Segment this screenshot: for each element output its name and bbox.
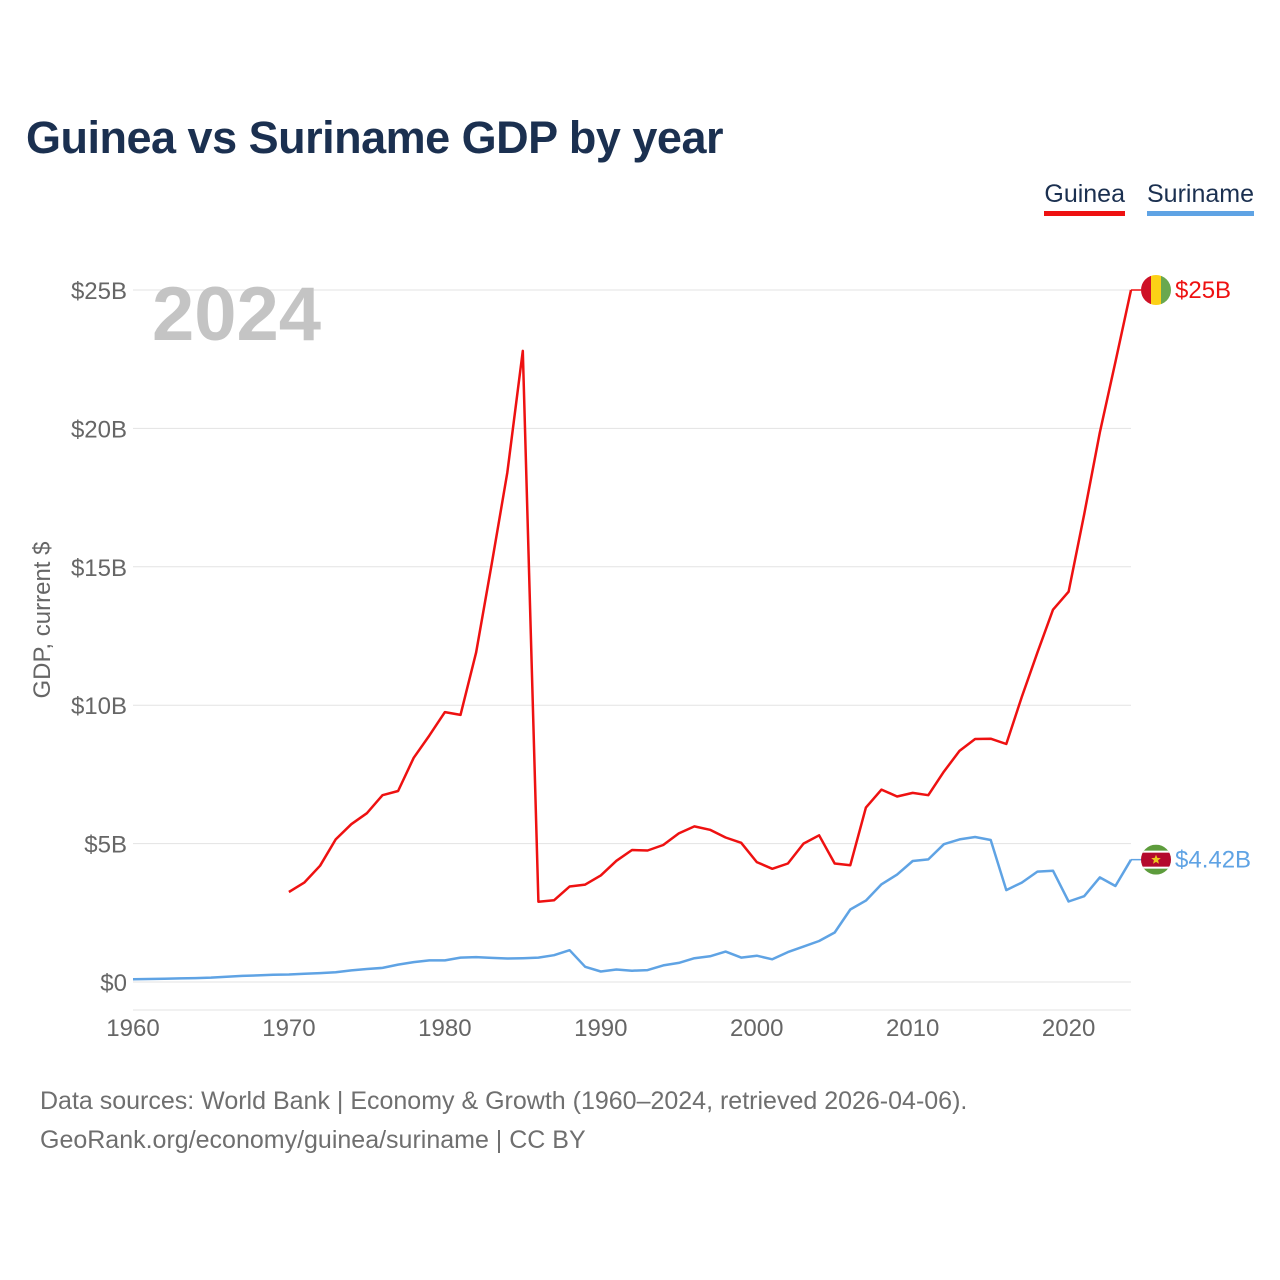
guinea-flag-icon: [1141, 275, 1171, 305]
legend-item-suriname[interactable]: Suriname: [1147, 180, 1254, 216]
y-tick-label: $15B: [71, 555, 127, 582]
x-tick-label: 1980: [418, 1015, 471, 1042]
footer-sources: Data sources: World Bank | Economy & Gro…: [40, 1087, 968, 1115]
footer-attribution[interactable]: GeoRank.org/economy/guinea/suriname | CC…: [40, 1126, 586, 1154]
x-tick-label: 1990: [574, 1015, 627, 1042]
x-tick-label: 2000: [730, 1015, 783, 1042]
footer: Data sources: World Bank | Economy & Gro…: [40, 1082, 967, 1160]
legend: Guinea Suriname: [1044, 180, 1254, 216]
chart-canvas: $0 $5B $10B $15B $20B $25B 1960 1970 1980 1990 200…: [29, 272, 1251, 1042]
y-tick-label: $5B: [84, 832, 127, 859]
y-tick-label: $0: [100, 970, 127, 997]
y-tick-label: $20B: [71, 416, 127, 443]
x-tick-label: 2010: [886, 1015, 939, 1042]
y-tick-label: $25B: [71, 278, 127, 305]
chart-title: Guinea vs Suriname GDP by year: [26, 112, 723, 163]
year-label: 2024: [152, 272, 321, 357]
y-tick-label: $10B: [71, 693, 127, 720]
x-tick-label: 2020: [1042, 1015, 1095, 1042]
x-tick-label: 1970: [262, 1015, 315, 1042]
x-tick-label: 1960: [106, 1015, 159, 1042]
legend-item-guinea[interactable]: Guinea: [1044, 180, 1125, 216]
y-axis-title: GDP, current $: [29, 542, 56, 699]
end-value-label-guinea: $25B: [1175, 277, 1231, 304]
end-value-label-suriname: $4.42B: [1175, 847, 1251, 874]
series-line-suriname: [132, 835, 1133, 981]
suriname-flag-icon: [1141, 844, 1171, 875]
series-line-guinea: [288, 289, 1133, 903]
